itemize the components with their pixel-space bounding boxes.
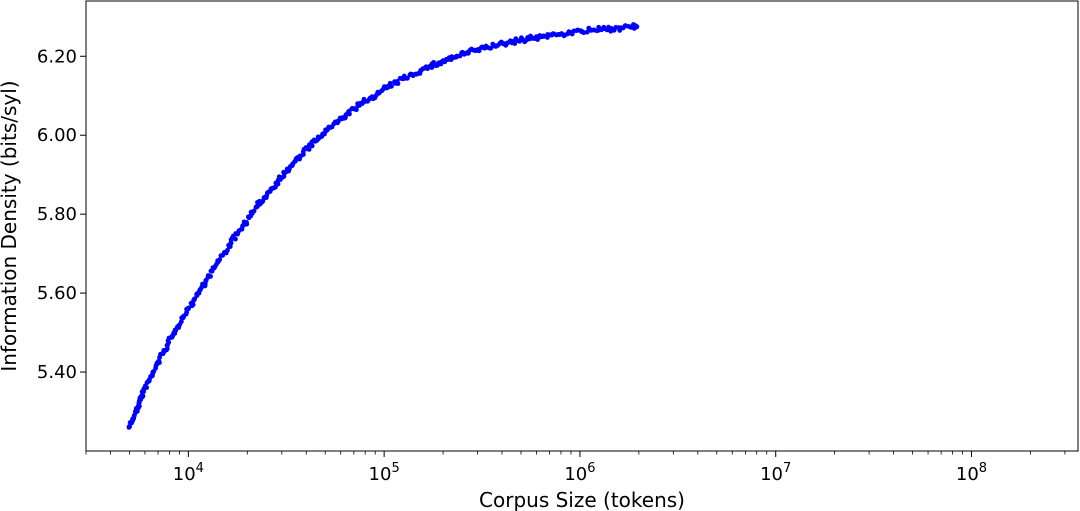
data-point xyxy=(517,38,523,44)
data-point xyxy=(260,198,266,204)
y-tick-label: 5.80 xyxy=(37,204,77,225)
data-point xyxy=(131,413,137,419)
data-point xyxy=(498,40,504,46)
data-point xyxy=(140,393,146,399)
data-point xyxy=(606,24,611,30)
data-point xyxy=(584,29,590,35)
data-point xyxy=(251,208,257,214)
x-tick-label: 104 xyxy=(173,461,204,485)
data-point xyxy=(184,309,190,315)
data-point xyxy=(220,252,226,258)
data-point xyxy=(126,424,132,430)
data-point xyxy=(479,44,485,50)
data-point xyxy=(557,32,563,37)
data-point xyxy=(354,107,359,113)
data-point xyxy=(519,35,524,41)
data-point xyxy=(357,100,363,106)
data-point xyxy=(349,106,355,111)
data-point xyxy=(144,385,150,390)
data-point xyxy=(202,281,208,287)
data-point xyxy=(405,75,410,81)
data-points xyxy=(126,22,640,430)
data-point xyxy=(227,244,233,249)
data-point xyxy=(267,189,273,194)
x-tick-label: 107 xyxy=(760,461,791,485)
data-point xyxy=(240,223,245,229)
y-tick-label: 5.40 xyxy=(37,362,77,383)
data-point xyxy=(461,51,467,57)
data-point xyxy=(429,65,435,70)
data-point xyxy=(164,346,170,352)
data-point xyxy=(217,257,223,263)
y-axis: 5.40 5.60 5.80 6.00 6.20 xyxy=(37,46,86,383)
data-point xyxy=(178,319,184,325)
data-point xyxy=(281,169,287,175)
data-point xyxy=(225,247,230,253)
y-tick-label: 6.20 xyxy=(37,46,77,67)
data-point xyxy=(253,204,259,210)
data-point xyxy=(289,163,295,169)
data-point xyxy=(342,115,348,121)
data-point xyxy=(395,81,401,86)
x-axis-label: Corpus Size (tokens) xyxy=(479,488,685,511)
data-point xyxy=(586,25,592,31)
data-point xyxy=(632,25,638,30)
data-point xyxy=(528,33,533,39)
data-point xyxy=(190,302,196,308)
data-point xyxy=(169,334,175,340)
data-point xyxy=(617,27,623,33)
data-point xyxy=(233,236,238,242)
data-point xyxy=(306,146,312,152)
data-point xyxy=(281,173,287,179)
y-tick-label: 6.00 xyxy=(37,125,77,146)
data-point xyxy=(275,181,281,187)
x-axis: 104 105 106 107 108 xyxy=(85,451,1066,485)
data-point xyxy=(244,220,249,225)
x-tick-label: 105 xyxy=(369,461,400,485)
data-point xyxy=(173,328,179,333)
data-point xyxy=(389,83,394,89)
data-point xyxy=(309,143,315,149)
data-point xyxy=(347,111,352,117)
x-tick-label: 108 xyxy=(956,461,987,485)
x-tick-label: 106 xyxy=(564,461,595,485)
data-point xyxy=(136,403,142,409)
data-point xyxy=(335,120,340,126)
data-point xyxy=(488,45,494,51)
data-point xyxy=(186,305,191,311)
y-tick-label: 5.60 xyxy=(37,283,77,304)
data-point xyxy=(246,215,252,221)
data-point xyxy=(512,41,518,46)
y-axis-label: Information Density (bits/syl) xyxy=(0,80,21,371)
data-point xyxy=(417,71,423,76)
data-point xyxy=(208,273,213,279)
data-point xyxy=(196,289,202,295)
data-point xyxy=(596,27,602,33)
data-point xyxy=(301,152,306,157)
data-point xyxy=(537,33,543,38)
plot-frame xyxy=(85,0,1079,452)
